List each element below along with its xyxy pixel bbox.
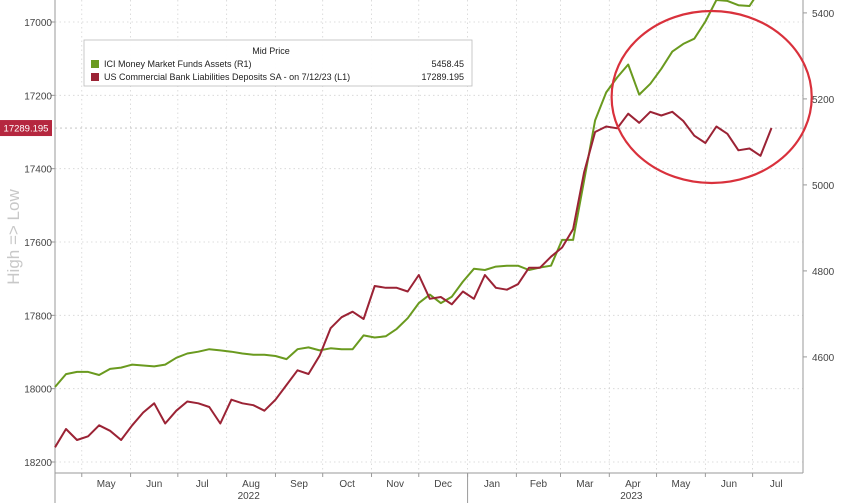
- x-tick-label: Mar: [576, 479, 594, 490]
- legend-swatch-deposits: [91, 73, 99, 81]
- x-tick-label: Nov: [386, 479, 404, 490]
- legend-box: [83, 39, 473, 87]
- left-axis-label: High => Low: [4, 189, 23, 285]
- legend-header: Mid Price: [252, 46, 290, 56]
- legend-label-deposits: US Commercial Bank Liabilities Deposits …: [104, 72, 350, 82]
- right-tick-label: 5400: [812, 9, 835, 20]
- x-tick-label: Apr: [625, 479, 641, 490]
- left-value-tag: [0, 120, 52, 137]
- left-tick-label: 18200: [24, 458, 52, 469]
- x-tick-label: Oct: [339, 479, 355, 490]
- grid: [55, 0, 803, 473]
- x-tick-label: Dec: [434, 479, 452, 490]
- left-tick-label: 17200: [24, 91, 52, 102]
- x-tick-label: Jul: [196, 479, 209, 490]
- x-tick-label: Jun: [721, 479, 737, 490]
- annotation: [610, 9, 813, 185]
- right-tick-label: 4800: [812, 267, 835, 278]
- series-line-bank-deposits: [54, 110, 773, 448]
- x-tick-label: Aug: [242, 479, 260, 490]
- highlight-circle: [610, 9, 813, 185]
- year-label: 2022: [238, 491, 261, 502]
- left-tick-label: 17800: [24, 311, 52, 322]
- left-tick-label: 17000: [24, 18, 52, 29]
- right-tick-label: 4600: [812, 353, 835, 364]
- right-tick-label: 5000: [812, 181, 835, 192]
- last-value-tags: 17289.1955458.45: [0, 120, 52, 137]
- x-tick-label: Jan: [484, 479, 500, 490]
- x-tick-label: Jun: [146, 479, 162, 490]
- year-label: 2023: [620, 491, 643, 502]
- axes: 17000 17200 17400 17600 17800 18000 18200 4600 4…: [24, 0, 835, 503]
- left-tick-label: 18000: [24, 385, 52, 396]
- series-lines: [54, 0, 773, 448]
- x-tick-label: Jul: [770, 479, 783, 490]
- legend: Mid Price ICI Money Market Funds Assets …: [83, 39, 473, 87]
- left-tick-label: 17600: [24, 238, 52, 249]
- x-tick-label: May: [672, 479, 691, 490]
- series-line-mmf-assets: [54, 0, 755, 388]
- x-tick-label: Sep: [290, 479, 308, 490]
- legend-value-deposits: 17289.195: [421, 72, 464, 82]
- legend-value-mmf: 5458.45: [431, 59, 464, 69]
- x-tick-label: May: [97, 479, 116, 490]
- x-tick-label: Feb: [530, 479, 548, 490]
- legend-label-mmf: ICI Money Market Funds Assets (R1): [104, 59, 252, 69]
- left-value-tag-text: 17289.195: [4, 124, 49, 135]
- legend-swatch-mmf: [91, 60, 99, 68]
- right-tick-label: 5200: [812, 95, 835, 106]
- left-tick-label: 17400: [24, 165, 52, 176]
